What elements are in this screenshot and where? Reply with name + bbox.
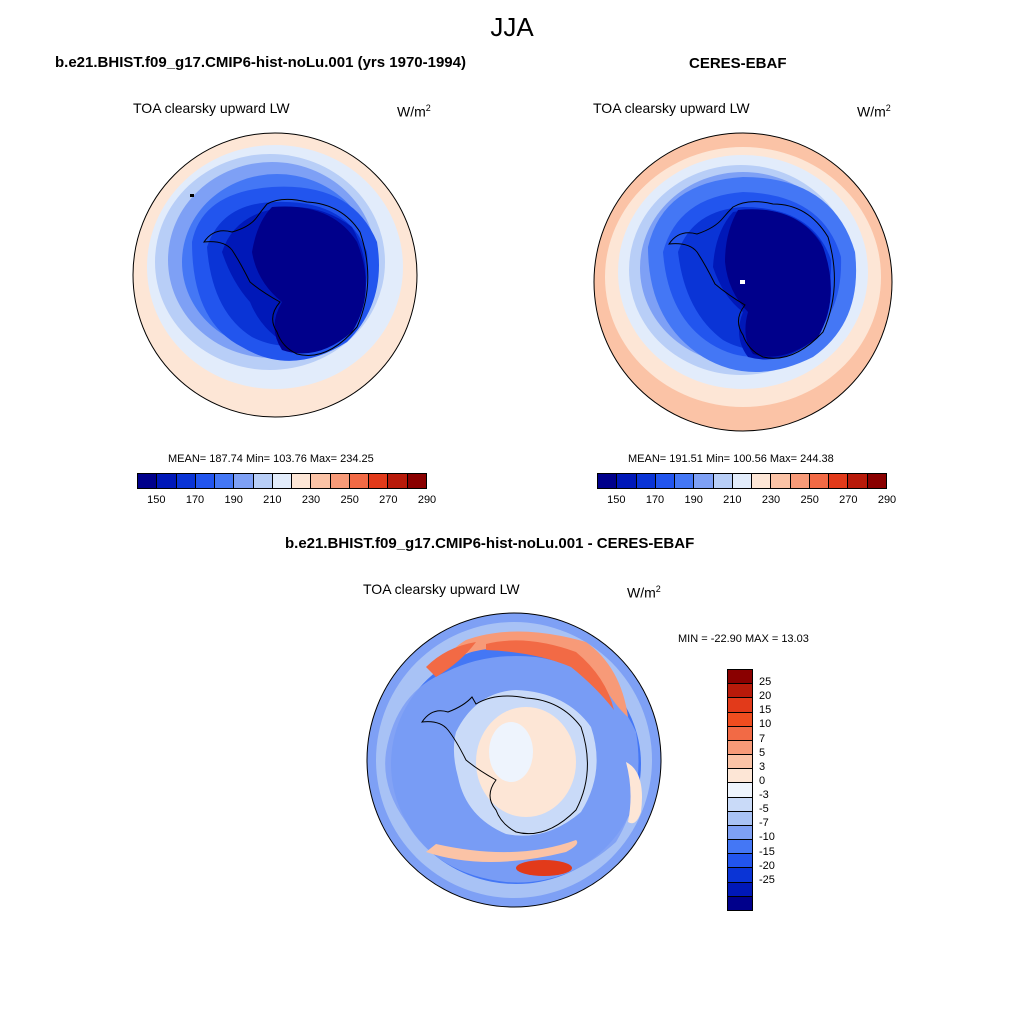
- colorbar-swatch: [694, 474, 714, 488]
- colorbar-swatch: [848, 474, 868, 488]
- panel2-units: W/m2: [857, 103, 891, 120]
- colorbar-swatch: [311, 474, 331, 488]
- colorbar-tick-label: 250: [340, 494, 359, 506]
- colorbar-swatch: [728, 811, 752, 826]
- panel1-title: b.e21.BHIST.f09_g17.CMIP6-hist-noLu.001 …: [55, 54, 466, 71]
- panel1-units: W/m2: [397, 103, 431, 120]
- panel1-colorbar: 150 170 190 210 230 250 270 290: [137, 473, 436, 506]
- colorbar-tick-label: 250: [800, 494, 819, 506]
- panel3-map: [366, 612, 662, 908]
- colorbar-swatch: [138, 474, 158, 488]
- colorbar-swatch: [728, 896, 752, 910]
- colorbar-swatch: [728, 684, 752, 699]
- colorbar-swatch: [272, 474, 293, 488]
- colorbar-swatch: [388, 474, 408, 488]
- panel1-stats: MEAN= 187.74 Min= 103.76 Max= 234.25: [168, 453, 374, 465]
- panel1-map: [132, 132, 418, 418]
- panel2-colorbar: 150 170 190 210 230 250 270 290: [597, 473, 896, 506]
- colorbar-tick-label: -5: [759, 803, 769, 816]
- colorbar-swatch: [728, 882, 752, 897]
- colorbar-swatch: [349, 474, 370, 488]
- colorbar-swatch: [728, 840, 752, 855]
- colorbar-tick-label: -15: [759, 845, 775, 858]
- colorbar-swatch: [215, 474, 235, 488]
- colorbar-swatch: [655, 474, 676, 488]
- colorbar-tick-label: 5: [759, 746, 766, 759]
- colorbar-tick-label: -3: [759, 789, 769, 802]
- colorbar-tick-label: 0: [759, 774, 766, 787]
- colorbar-swatch: [728, 755, 752, 770]
- colorbar-swatch: [157, 474, 177, 488]
- colorbar-swatch: [234, 474, 254, 488]
- colorbar-tick-label: 270: [379, 494, 398, 506]
- colorbar-tick-label: 290: [877, 494, 897, 506]
- colorbar-swatch: [728, 769, 752, 784]
- panel2-stats: MEAN= 191.51 Min= 100.56 Max= 244.38: [628, 453, 834, 465]
- colorbar-tick-label: 290: [417, 494, 437, 506]
- colorbar-swatch: [195, 474, 216, 488]
- colorbar-tick-label: 150: [147, 494, 166, 506]
- colorbar-tick-label: 170: [645, 494, 665, 506]
- colorbar-swatch: [732, 474, 753, 488]
- panel3-colorbar: 25 20 15 10 7 5 3 0 -3 -5 -7 -10 -15 -20 -25: [727, 669, 775, 911]
- colorbar-swatch: [728, 670, 752, 685]
- colorbar-tick-label: -10: [759, 831, 775, 844]
- colorbar-tick-label: 20: [759, 690, 772, 703]
- colorbar-tick-label: 3: [759, 760, 766, 773]
- colorbar-tick-label: 7: [759, 732, 766, 745]
- colorbar-tick-label: 190: [224, 494, 243, 506]
- colorbar-tick-label: -20: [759, 859, 775, 872]
- colorbar-tick-label: -7: [759, 817, 769, 830]
- colorbar-swatch: [330, 474, 350, 488]
- colorbar-swatch: [636, 474, 656, 488]
- colorbar-tick-label: 15: [759, 704, 772, 717]
- colorbar-tick-label: 10: [759, 718, 772, 731]
- colorbar-swatch: [713, 474, 733, 488]
- colorbar-swatch: [829, 474, 849, 488]
- colorbar-swatch: [728, 726, 752, 741]
- panel3-title: b.e21.BHIST.f09_g17.CMIP6-hist-noLu.001 …: [285, 535, 695, 552]
- colorbar-tick-label: 25: [759, 676, 772, 689]
- colorbar-swatch: [407, 474, 426, 488]
- colorbar-swatch: [292, 474, 312, 488]
- panel3-variable-label: TOA clearsky upward LW: [363, 581, 520, 597]
- colorbar-swatch: [728, 740, 752, 756]
- colorbar-swatch: [790, 474, 810, 488]
- colorbar-swatch: [728, 854, 752, 869]
- colorbar-tick-label: 230: [301, 494, 321, 506]
- colorbar-tick-label: 170: [185, 494, 205, 506]
- colorbar-tick-label: -25: [759, 873, 775, 886]
- colorbar-swatch: [728, 868, 752, 883]
- panel2-title: CERES-EBAF: [689, 55, 787, 72]
- colorbar-swatch: [617, 474, 637, 488]
- colorbar-tick-label: 270: [839, 494, 858, 506]
- colorbar-swatch: [867, 474, 886, 488]
- colorbar-swatch: [771, 474, 791, 488]
- colorbar-swatch: [728, 783, 752, 798]
- colorbar-swatch: [728, 825, 752, 841]
- colorbar-swatch: [369, 474, 389, 488]
- panel3-units: W/m2: [627, 584, 661, 601]
- figure-title: JJA: [490, 12, 534, 42]
- colorbar-tick-label: 230: [761, 494, 781, 506]
- colorbar-swatch: [253, 474, 273, 488]
- colorbar-swatch: [728, 698, 752, 713]
- colorbar-swatch: [675, 474, 695, 488]
- colorbar-swatch: [809, 474, 830, 488]
- colorbar-swatch: [728, 797, 752, 812]
- colorbar-tick-label: 150: [607, 494, 626, 506]
- colorbar-tick-label: 210: [723, 494, 742, 506]
- panel1-variable-label: TOA clearsky upward LW: [133, 100, 290, 116]
- colorbar-swatch: [752, 474, 772, 488]
- panel2-variable-label: TOA clearsky upward LW: [593, 100, 750, 116]
- colorbar-swatch: [598, 474, 618, 488]
- panel2-map: [593, 132, 893, 432]
- colorbar-tick-label: 190: [684, 494, 703, 506]
- colorbar-tick-label: 210: [263, 494, 282, 506]
- colorbar-swatch: [176, 474, 196, 488]
- panel3-stats: MIN = -22.90 MAX = 13.03: [678, 633, 809, 645]
- colorbar-swatch: [728, 712, 752, 727]
